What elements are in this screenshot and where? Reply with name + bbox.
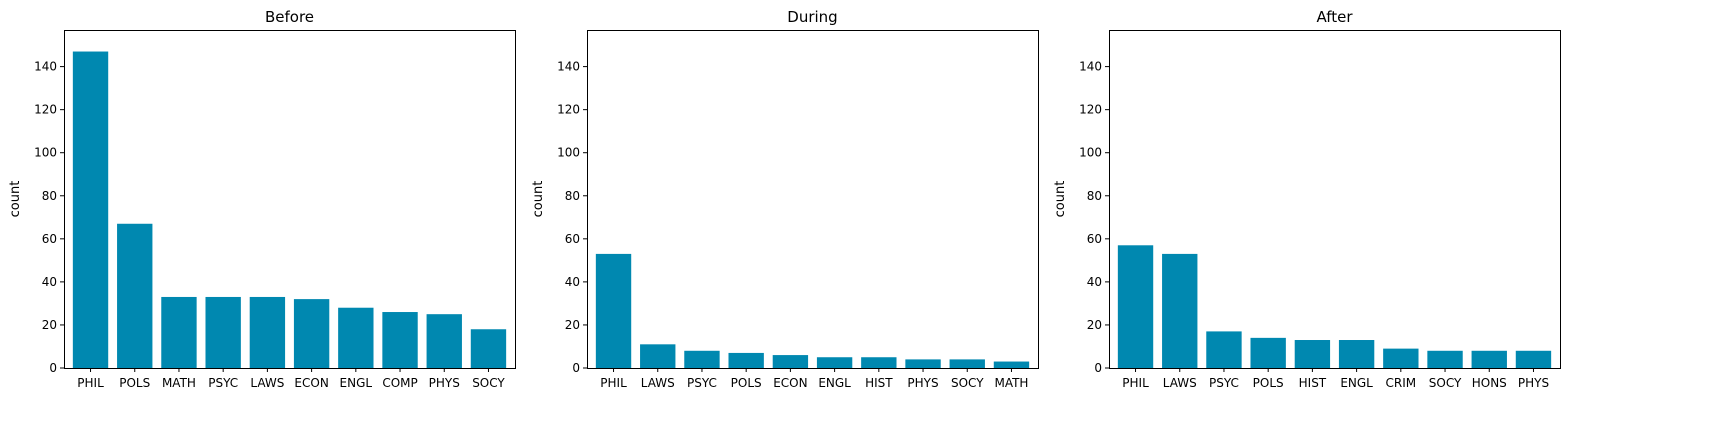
- bar-psyc: [1206, 331, 1242, 368]
- y-tick-label: 100: [34, 146, 57, 160]
- bar-socy: [1427, 350, 1463, 368]
- bar-hist: [1294, 340, 1331, 368]
- y-tick-label: 40: [565, 275, 580, 289]
- bar-math: [161, 296, 197, 368]
- bar-socy: [949, 359, 985, 368]
- y-tick-label: 100: [557, 146, 580, 160]
- y-axis-title: count: [1053, 181, 1068, 218]
- x-tick-label: PSYC: [687, 376, 717, 390]
- bar-phil: [72, 51, 109, 368]
- y-axis-title: count: [531, 181, 546, 218]
- bar-pols: [1250, 337, 1286, 368]
- bar-phil: [595, 253, 632, 368]
- x-tick-label: MATH: [162, 376, 196, 390]
- bar-engl: [338, 307, 374, 368]
- y-tick-label: 20: [1087, 318, 1102, 332]
- x-tick-label: PHIL: [600, 376, 627, 390]
- plot-frame: [587, 30, 1039, 369]
- bar-laws: [1162, 253, 1198, 368]
- bar-pols: [728, 352, 764, 368]
- y-tick-label: 0: [572, 361, 580, 375]
- x-tick-label: SOCY: [1429, 376, 1462, 390]
- bar-engl: [1338, 340, 1375, 368]
- x-tick-label: POLS: [119, 376, 150, 390]
- bar-crim: [1383, 348, 1419, 368]
- x-tick-label: CRIM: [1386, 376, 1417, 390]
- y-tick-label: 140: [1079, 60, 1102, 74]
- y-axis-title: count: [8, 181, 23, 218]
- y-tick-label: 20: [565, 318, 580, 332]
- x-tick-label: MATH: [994, 376, 1028, 390]
- x-tick-label: HONS: [1472, 376, 1507, 390]
- y-tick-label: 140: [34, 60, 57, 74]
- y-tick-label: 140: [557, 60, 580, 74]
- bar-hons: [1471, 350, 1507, 368]
- bar-socy: [470, 329, 507, 368]
- x-tick-label: PHIL: [1122, 376, 1149, 390]
- x-tick-label: PSYC: [208, 376, 238, 390]
- bar-comp: [382, 312, 418, 368]
- x-tick-label: LAWS: [250, 376, 284, 390]
- bar-pols: [117, 223, 153, 368]
- bar-laws: [640, 344, 676, 368]
- y-tick-label: 60: [42, 232, 57, 246]
- x-tick-label: ECON: [294, 376, 328, 390]
- y-tick-label: 60: [1087, 232, 1102, 246]
- x-tick-label: ENGL: [340, 376, 373, 390]
- x-tick-label: ENGL: [1340, 376, 1373, 390]
- x-tick-label: SOCY: [472, 376, 505, 390]
- chart-panel-during: PHIL LAWS PSYC POLS ECON ENGL HIST PHYS SOCY MATH…: [531, 8, 1039, 390]
- y-tick-label: 80: [42, 189, 57, 203]
- bar-phys: [426, 314, 462, 368]
- bar-engl: [816, 357, 853, 368]
- chart-panel-after: PHIL LAWS PSYC POLS HIST ENGL CRIM SOCY HONS PHYS…: [1053, 8, 1561, 390]
- y-tick-label: 40: [1087, 275, 1102, 289]
- y-tick-label: 120: [34, 103, 57, 117]
- y-tick-label: 0: [1094, 361, 1102, 375]
- bar-econ: [772, 355, 809, 368]
- chart-title: Before: [265, 8, 314, 26]
- bar-econ: [293, 299, 330, 368]
- bar-phil: [1117, 245, 1154, 368]
- x-tick-label: ENGL: [818, 376, 851, 390]
- y-tick-label: 0: [49, 361, 57, 375]
- bar-phys: [905, 359, 941, 368]
- x-tick-label: HIST: [1299, 376, 1327, 390]
- y-tick-label: 60: [565, 232, 580, 246]
- y-tick-label: 80: [1087, 189, 1102, 203]
- x-tick-label: PHYS: [907, 376, 938, 390]
- chart-title: After: [1316, 8, 1353, 26]
- bar-hist: [861, 357, 897, 368]
- chart-panel-before: PHIL POLS MATH PSYC LAWS ECON ENGL COMP PHYS SOCY…: [8, 8, 516, 390]
- y-tick-label: 40: [42, 275, 57, 289]
- y-tick-label: 100: [1079, 146, 1102, 160]
- x-tick-label: HIST: [865, 376, 893, 390]
- plot-frame: [1109, 30, 1561, 369]
- bar-phys: [1515, 350, 1552, 368]
- bar-math: [993, 361, 1030, 368]
- x-tick-label: SOCY: [951, 376, 984, 390]
- x-tick-label: ECON: [773, 376, 807, 390]
- y-tick-label: 120: [557, 103, 580, 117]
- x-tick-label: LAWS: [641, 376, 675, 390]
- bar-psyc: [205, 296, 241, 368]
- x-tick-label: PHIL: [77, 376, 104, 390]
- chart-title: During: [787, 8, 837, 26]
- x-tick-label: PHYS: [1518, 376, 1549, 390]
- y-tick-label: 20: [42, 318, 57, 332]
- x-tick-label: POLS: [1253, 376, 1284, 390]
- plot-frame: [64, 30, 516, 369]
- bar-psyc: [684, 350, 720, 368]
- x-tick-label: PSYC: [1209, 376, 1239, 390]
- x-tick-label: PHYS: [429, 376, 460, 390]
- y-tick-label: 120: [1079, 103, 1102, 117]
- x-tick-label: LAWS: [1163, 376, 1197, 390]
- x-tick-label: COMP: [382, 376, 417, 390]
- x-tick-label: POLS: [731, 376, 762, 390]
- y-tick-label: 80: [565, 189, 580, 203]
- bar-laws: [249, 296, 286, 368]
